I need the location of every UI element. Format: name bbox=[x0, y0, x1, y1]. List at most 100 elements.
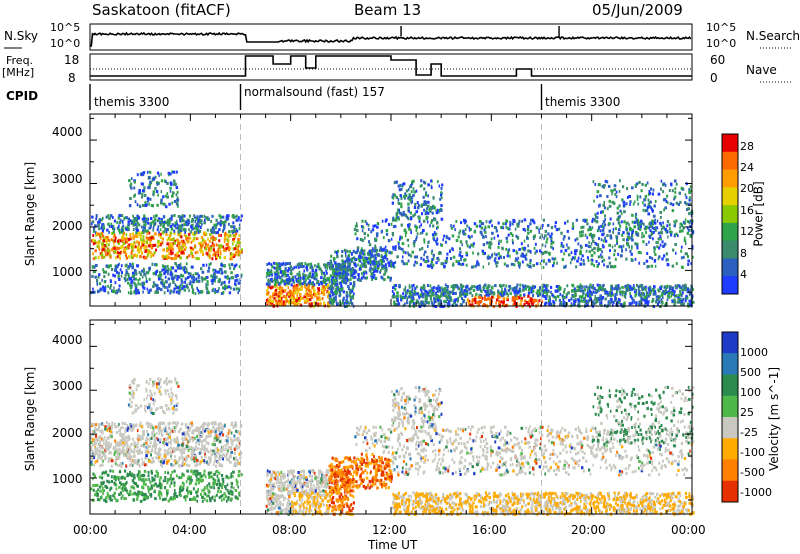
power-cell bbox=[212, 248, 215, 252]
power-cell bbox=[408, 197, 411, 201]
power-cell bbox=[311, 294, 314, 297]
power-cell bbox=[493, 291, 496, 295]
power-cell bbox=[199, 250, 202, 254]
power-cell bbox=[325, 278, 328, 282]
power-cell bbox=[621, 293, 624, 297]
power-cell bbox=[179, 232, 182, 235]
power-cell bbox=[522, 252, 524, 256]
power-cell bbox=[207, 243, 210, 247]
power-cell bbox=[159, 235, 163, 239]
power-cell bbox=[419, 231, 422, 235]
power-cell bbox=[639, 284, 642, 288]
power-cell bbox=[177, 228, 180, 232]
power-cell bbox=[521, 284, 524, 288]
power-cell bbox=[339, 264, 341, 268]
power-cell bbox=[422, 229, 425, 232]
power-cell bbox=[621, 198, 624, 202]
power-cell bbox=[185, 283, 188, 287]
power-cell bbox=[519, 283, 522, 287]
power-cell bbox=[193, 214, 195, 218]
power-cell bbox=[500, 285, 502, 288]
power-cell bbox=[491, 224, 493, 228]
power-cell bbox=[413, 263, 416, 267]
power-cell bbox=[142, 229, 145, 233]
power-cell bbox=[440, 208, 443, 212]
power-cell bbox=[152, 285, 155, 289]
power-cell bbox=[184, 277, 188, 281]
power-cell bbox=[297, 279, 299, 283]
power-cell bbox=[579, 299, 582, 303]
power-cell bbox=[223, 256, 227, 260]
power-cell bbox=[448, 299, 451, 303]
power-cell bbox=[681, 294, 683, 298]
power-cell bbox=[96, 279, 99, 282]
power-cell bbox=[586, 222, 589, 226]
power-cell bbox=[191, 275, 193, 279]
nsky-line bbox=[90, 31, 692, 47]
power-cell bbox=[270, 299, 274, 303]
power-cell bbox=[618, 298, 621, 302]
power-cell bbox=[665, 288, 667, 292]
power-cell bbox=[523, 239, 526, 243]
power-cell bbox=[211, 238, 214, 242]
power-cell bbox=[352, 276, 354, 280]
power-cell bbox=[135, 231, 138, 235]
power-cell bbox=[115, 256, 117, 260]
power-cell bbox=[426, 291, 430, 295]
power-cell bbox=[545, 284, 548, 288]
power-cell bbox=[149, 250, 152, 254]
power-cell bbox=[520, 254, 523, 258]
power-cell bbox=[267, 286, 270, 290]
power-cell bbox=[465, 251, 468, 255]
power-cell bbox=[374, 276, 377, 280]
power-cell bbox=[641, 182, 644, 186]
power-cell bbox=[652, 289, 655, 293]
power-cell bbox=[136, 203, 139, 207]
power-cell bbox=[436, 221, 439, 225]
power-cell bbox=[666, 220, 669, 223]
power-cell bbox=[97, 241, 100, 245]
power-cell bbox=[662, 301, 664, 305]
power-cell bbox=[680, 229, 684, 233]
power-cell bbox=[673, 224, 676, 228]
power-cell bbox=[419, 263, 422, 267]
power-cell bbox=[615, 292, 618, 296]
power-cell bbox=[591, 235, 594, 239]
power-cell bbox=[335, 283, 339, 286]
power-cell bbox=[237, 216, 240, 220]
power-cell bbox=[407, 251, 409, 255]
power-cell bbox=[445, 300, 448, 304]
power-cell bbox=[202, 253, 204, 256]
power-cell bbox=[124, 273, 127, 277]
power-cell bbox=[208, 256, 211, 260]
power-cell bbox=[520, 242, 523, 246]
power-cell bbox=[618, 189, 621, 193]
power-cell bbox=[288, 290, 291, 294]
power-cell bbox=[479, 295, 482, 299]
power-cell bbox=[463, 289, 467, 292]
power-cell bbox=[492, 295, 495, 299]
power-cell bbox=[452, 289, 454, 293]
power-cell bbox=[422, 258, 425, 262]
power-cell bbox=[531, 284, 535, 288]
power-cell bbox=[464, 285, 468, 289]
power-cell bbox=[622, 238, 625, 242]
power-cell bbox=[267, 280, 271, 284]
power-cell bbox=[654, 290, 657, 294]
power-cell bbox=[94, 249, 97, 253]
power-cell bbox=[672, 293, 675, 296]
power-cell bbox=[375, 269, 379, 273]
power-cell bbox=[422, 219, 426, 223]
power-cell bbox=[110, 238, 113, 242]
power-cell bbox=[489, 297, 492, 301]
power-cell bbox=[616, 211, 619, 215]
power-cell bbox=[612, 227, 615, 231]
power-cell bbox=[432, 196, 435, 199]
power-cell bbox=[166, 181, 169, 185]
power-cell bbox=[418, 295, 421, 299]
power-cell bbox=[368, 240, 370, 244]
power-cell bbox=[238, 265, 241, 269]
power-cell bbox=[185, 262, 188, 266]
power-cell bbox=[235, 287, 238, 291]
power-cell bbox=[597, 243, 600, 247]
